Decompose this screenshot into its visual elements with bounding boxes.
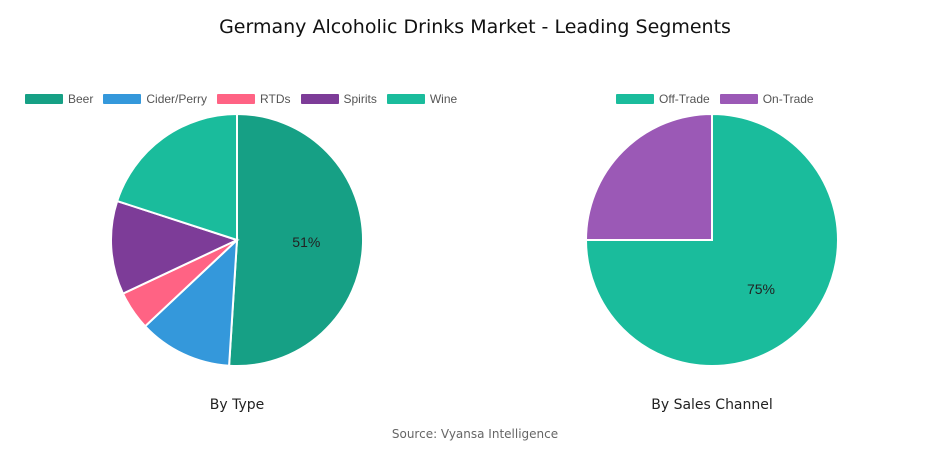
legend-item-on-trade[interactable]: On-Trade [719, 92, 814, 106]
pie-slice-beer [228, 112, 364, 367]
legend-swatch [616, 94, 654, 104]
legend-swatch [300, 94, 339, 104]
pie-slice-off-trade [584, 112, 839, 367]
legend-swatch [217, 94, 256, 104]
pie-slice-wine [115, 112, 238, 242]
legend-label: Beer [68, 92, 94, 106]
legend-item-wine[interactable]: Wine [386, 92, 458, 106]
legend-by-sales-channel: Off-Trade On-Trade [616, 92, 824, 106]
source-note: Source: Vyansa Intelligence [391, 427, 559, 441]
pie-slice-cider-perry [143, 237, 239, 367]
legend-item-cider-perry[interactable]: Cider/Perry [103, 92, 207, 106]
legend-label: On-Trade [762, 92, 814, 106]
legend-label: Off-Trade [659, 92, 710, 106]
legend-by-type: Beer Cider/Perry RTDs Spirits Wine [25, 92, 467, 106]
pie-slice-spirits [110, 199, 240, 295]
legend-item-spirits[interactable]: Spirits [300, 92, 377, 106]
legend-swatch [103, 94, 142, 104]
legend-label: Spirits [343, 92, 377, 106]
caption-by-sales-channel: By Sales Channel [651, 397, 773, 413]
chart-title: Germany Alcoholic Drinks Market - Leadin… [219, 16, 731, 38]
legend-item-rtds[interactable]: RTDs [217, 92, 291, 106]
data-label-off-trade: 75% [747, 281, 775, 297]
legend-label: Wine [429, 92, 458, 106]
legend-swatch [25, 94, 63, 104]
caption-by-type: By Type [209, 397, 265, 413]
legend-label: Cider/Perry [146, 92, 208, 106]
pie-slice-on-trade [584, 112, 713, 241]
legend-swatch [386, 94, 425, 104]
legend-label: RTDs [260, 92, 291, 106]
data-label-beer: 51% [292, 234, 320, 250]
legend-swatch [719, 94, 758, 104]
legend-item-off-trade[interactable]: Off-Trade [616, 92, 710, 106]
legend-item-beer[interactable]: Beer [25, 92, 93, 106]
